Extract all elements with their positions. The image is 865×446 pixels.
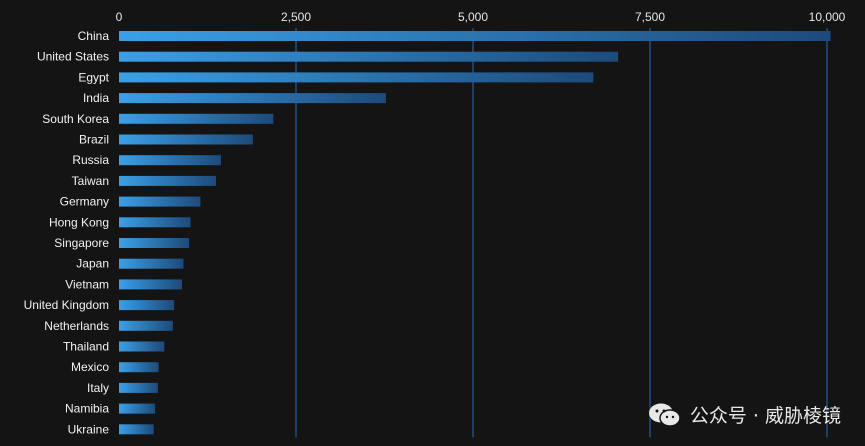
x-tick-label: 5,000 xyxy=(458,10,488,24)
bar xyxy=(119,155,221,166)
bar xyxy=(119,258,184,269)
x-tick-label: 7,500 xyxy=(635,10,665,24)
bar xyxy=(119,217,191,228)
bar xyxy=(119,341,165,352)
bars xyxy=(119,31,831,435)
category-label: Netherlands xyxy=(44,319,109,333)
category-label: Thailand xyxy=(63,340,109,354)
category-label: United States xyxy=(37,50,109,64)
x-axis-ticks: 0 2,500 5,000 7,500 10,000 xyxy=(116,10,846,24)
bar xyxy=(119,113,274,124)
bar xyxy=(119,320,173,331)
bar xyxy=(119,196,201,207)
category-label: Italy xyxy=(87,381,109,395)
category-labels: China United States Egypt India South Korea B… xyxy=(24,29,110,436)
category-label: Japan xyxy=(76,257,109,271)
category-label: Egypt xyxy=(78,70,109,84)
category-label: Brazil xyxy=(79,133,109,147)
category-label: United Kingdom xyxy=(24,298,109,312)
category-label: India xyxy=(83,91,109,105)
x-tick-label: 0 xyxy=(116,10,123,24)
bar xyxy=(119,93,386,104)
bar xyxy=(119,362,159,373)
watermark-text: 公众号 · 威胁棱镜 xyxy=(689,405,841,427)
category-label: Singapore xyxy=(54,236,109,250)
bar xyxy=(119,382,158,393)
bar xyxy=(119,31,831,41)
category-label: South Korea xyxy=(42,112,109,126)
wechat-icon xyxy=(648,403,681,427)
category-label: Mexico xyxy=(71,360,109,374)
category-label: Germany xyxy=(60,195,109,209)
category-label: Hong Kong xyxy=(49,215,109,229)
category-label: China xyxy=(78,29,110,43)
bar xyxy=(119,403,156,414)
x-tick-label: 2,500 xyxy=(281,10,311,24)
category-label: Taiwan xyxy=(72,174,109,188)
bar xyxy=(119,238,190,248)
category-label: Vietnam xyxy=(65,277,109,291)
category-label: Namibia xyxy=(65,402,109,416)
bar xyxy=(119,424,154,435)
watermark: 公众号 · 威胁棱镜 xyxy=(648,401,841,428)
bar xyxy=(119,300,175,311)
bar xyxy=(119,134,253,145)
bar xyxy=(119,51,619,62)
bar xyxy=(119,72,594,83)
category-label: Ukraine xyxy=(68,422,110,436)
grid-lines xyxy=(295,28,828,438)
x-tick-label: 10,000 xyxy=(809,10,846,24)
category-label: Russia xyxy=(72,153,109,167)
bar xyxy=(119,175,216,186)
bar xyxy=(119,279,183,290)
